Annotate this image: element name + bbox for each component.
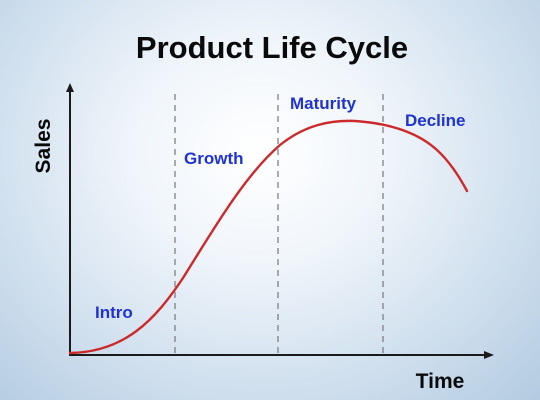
stage-label-decline: Decline [405, 111, 465, 130]
diagram-title: Product Life Cycle [136, 30, 408, 65]
x-axis-arrowhead [484, 351, 494, 359]
y-axis-label: Sales [32, 119, 55, 174]
y-axis-arrowhead [66, 83, 74, 92]
stage-label-intro: Intro [95, 303, 133, 322]
life-cycle-curve [68, 119, 469, 355]
stage-label-growth: Growth [184, 149, 244, 168]
stage-label-maturity: Maturity [290, 94, 357, 113]
x-axis-label: Time [416, 370, 465, 393]
